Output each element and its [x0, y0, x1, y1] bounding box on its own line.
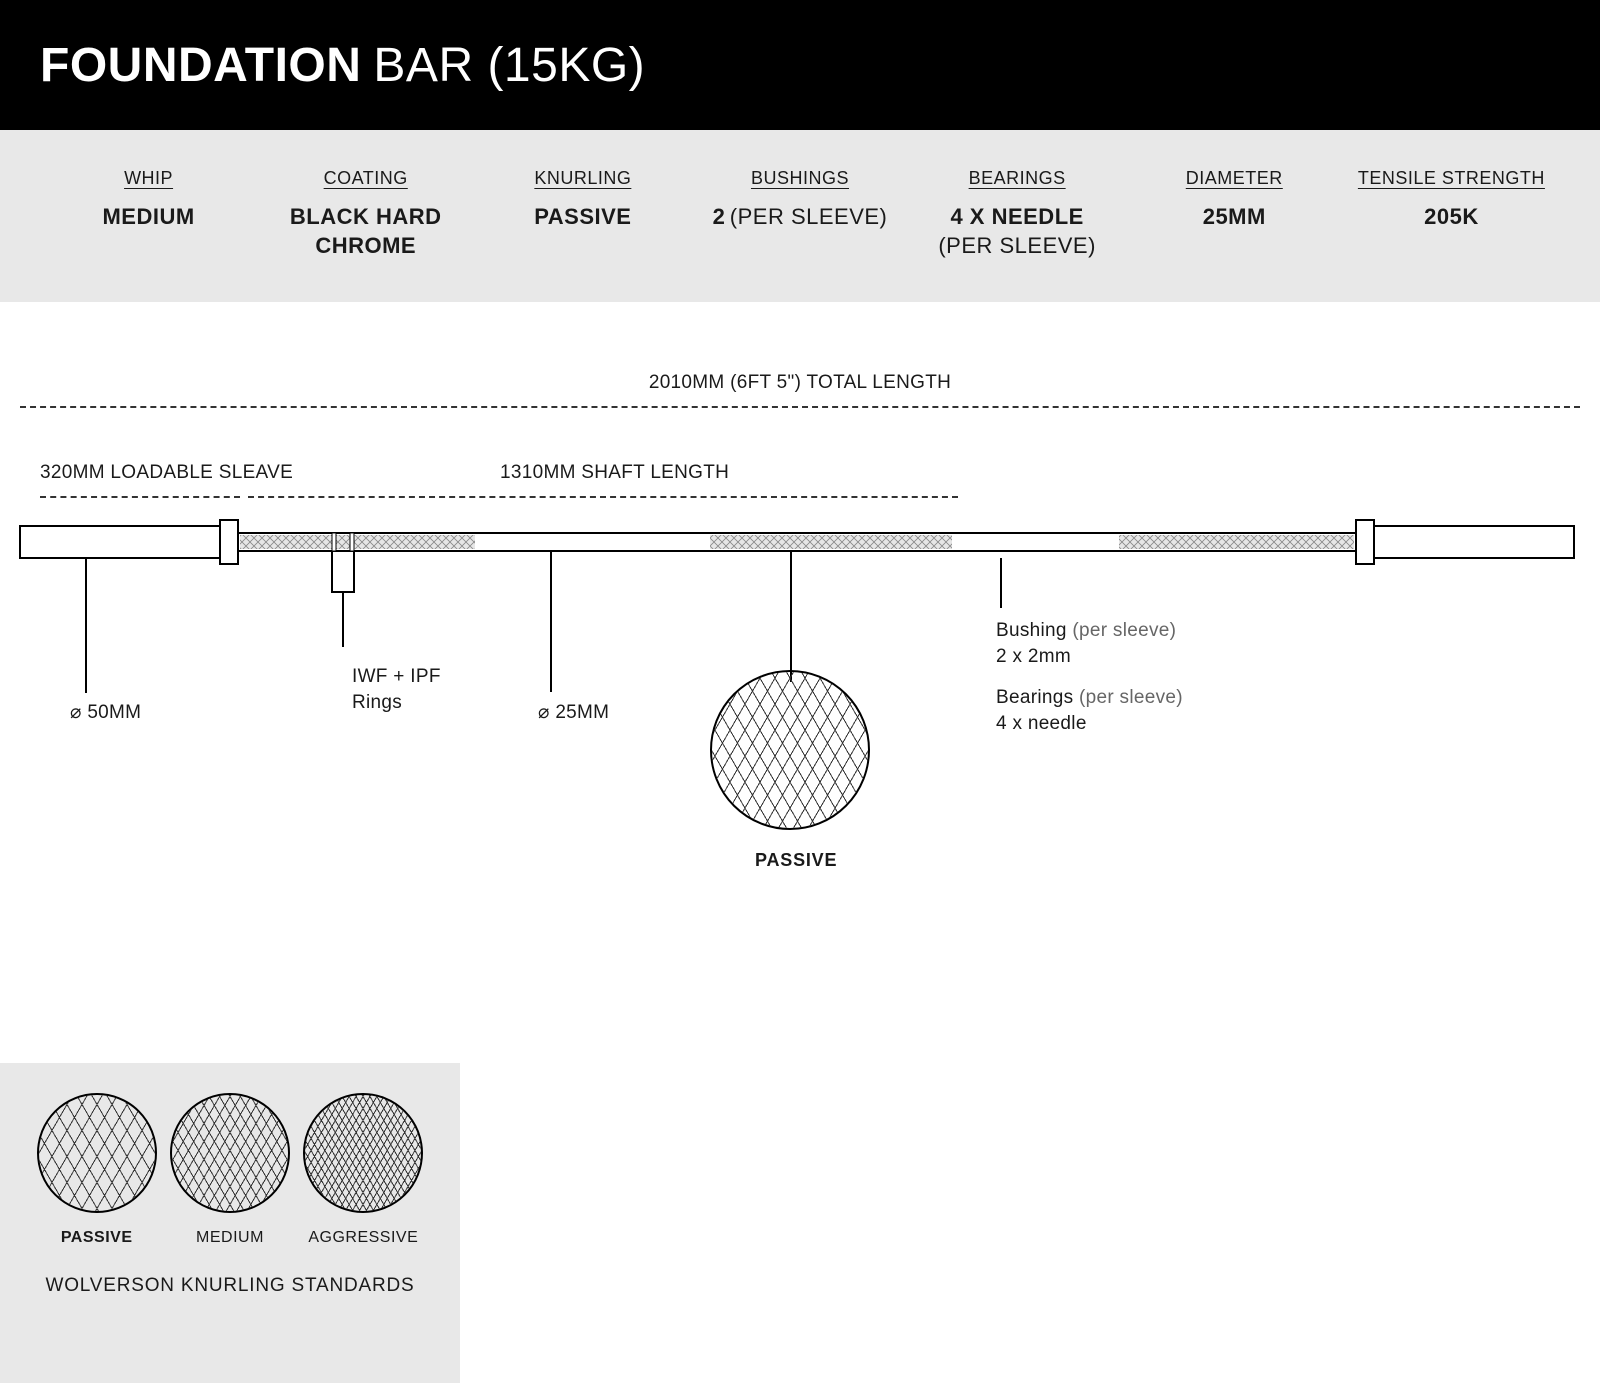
spec-label: BUSHINGS [751, 168, 849, 189]
spec-label: BEARINGS [969, 168, 1066, 189]
legend-label: AGGRESSIVE [303, 1229, 423, 1247]
spec-value: BLACK HARD CHROME [257, 203, 474, 260]
spec-label: TENSILE STRENGTH [1358, 168, 1545, 189]
passive-label: PASSIVE [755, 850, 837, 871]
spec-value: PASSIVE [474, 203, 691, 232]
dim-total-length: 2010MM (6FT 5") TOTAL LENGTH [0, 372, 1600, 394]
spec-value: 4 X NEEDLE [909, 203, 1126, 232]
legend-item-medium: MEDIUM [170, 1093, 290, 1247]
legend-label: PASSIVE [37, 1229, 157, 1247]
legend-circle-passive [37, 1093, 157, 1213]
dash-sleeve [40, 496, 240, 498]
rings-bracket [330, 552, 370, 652]
bearings-title: Bearings [996, 687, 1073, 708]
spec-bushings: BUSHINGS 2 (PER SLEEVE) [691, 168, 908, 260]
title-header: FOUNDATION BAR (15KG) [0, 0, 1600, 130]
spec-whip: WHIP MEDIUM [40, 168, 257, 260]
callout-line-right [1000, 558, 1002, 608]
barbell-svg-full [10, 502, 1590, 582]
spec-value: 205K [1343, 203, 1560, 232]
bushing-paren: (per sleeve) [1072, 620, 1176, 641]
dash-shaft [248, 496, 958, 498]
spec-strip: WHIP MEDIUM COATING BLACK HARD CHROME KN… [0, 130, 1600, 302]
legend-item-passive: PASSIVE [37, 1093, 157, 1247]
callout-rings: IWF + IPF Rings [352, 664, 441, 715]
spec-value: 2 [713, 204, 726, 229]
bearings-paren: (per sleeve) [1079, 687, 1183, 708]
spec-label: WHIP [124, 168, 173, 189]
bushing-val: 2 x 2mm [996, 646, 1071, 667]
legend-circle-aggressive [303, 1093, 423, 1213]
barbell-diagram: 2010MM (6FT 5") TOTAL LENGTH 320MM LOADA… [0, 302, 1600, 1052]
legend-row: PASSIVE MEDIUM AGGRESSIVE [30, 1093, 430, 1247]
knurl-legend: PASSIVE MEDIUM AGGRESSIVE WOLVERSON KNUR… [0, 1063, 460, 1383]
passive-knurl-circle [710, 670, 870, 830]
title-bold: FOUNDATION [40, 38, 361, 93]
callout-line-25mm [550, 552, 552, 692]
spec-sub: (PER SLEEVE) [909, 232, 1126, 261]
spec-diameter: DIAMETER 25MM [1126, 168, 1343, 260]
spec-value: MEDIUM [40, 203, 257, 232]
callout-25mm: ⌀ 25MM [538, 700, 609, 726]
spec-label: DIAMETER [1186, 168, 1283, 189]
bushing-title: Bushing [996, 620, 1067, 641]
spec-label: COATING [324, 168, 408, 189]
legend-label: MEDIUM [170, 1229, 290, 1247]
spec-label: KNURLING [534, 168, 631, 189]
callout-50mm: ⌀ 50MM [70, 700, 141, 726]
legend-item-aggressive: AGGRESSIVE [303, 1093, 423, 1247]
callout-line-passive [790, 552, 792, 682]
spec-bearings: BEARINGS 4 X NEEDLE (PER SLEEVE) [909, 168, 1126, 260]
legend-circle-medium [170, 1093, 290, 1213]
title-light: BAR (15KG) [373, 38, 645, 93]
dash-total [20, 406, 1580, 408]
dim-shaft: 1310MM SHAFT LENGTH [500, 462, 729, 484]
callout-line-50mm [85, 558, 87, 693]
legend-title: WOLVERSON KNURLING STANDARDS [30, 1275, 430, 1297]
spec-sub: (PER SLEEVE) [730, 204, 888, 229]
spec-value: 25MM [1126, 203, 1343, 232]
dim-sleeve: 320MM LOADABLE SLEAVE [40, 462, 293, 484]
spec-knurling: KNURLING PASSIVE [474, 168, 691, 260]
bearings-val: 4 x needle [996, 713, 1087, 734]
spec-tensile: TENSILE STRENGTH 205K [1343, 168, 1560, 260]
callout-bushing: Bushing (per sleeve) 2 x 2mm Bearings (p… [996, 618, 1183, 737]
spec-coating: COATING BLACK HARD CHROME [257, 168, 474, 260]
